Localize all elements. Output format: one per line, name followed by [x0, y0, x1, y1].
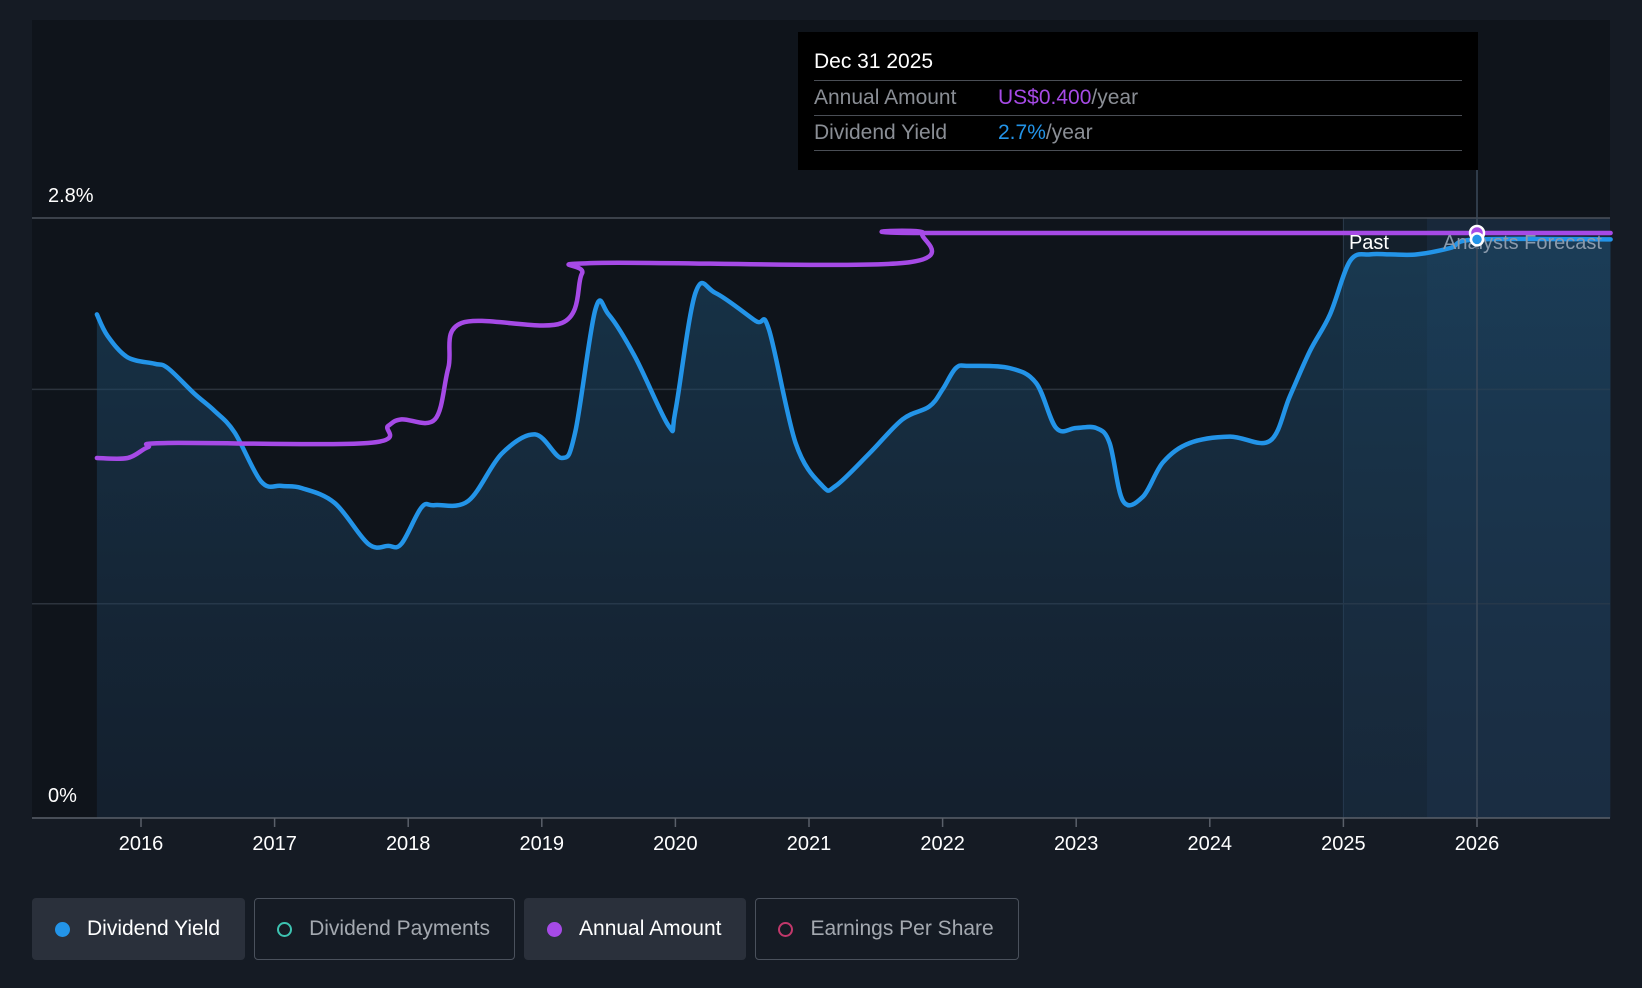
dividend-yield-area — [96, 238, 1611, 818]
legend-label: Earnings Per Share — [810, 917, 994, 940]
legend-dividend-yield[interactable]: Dividend Yield — [32, 898, 246, 960]
legend-label: Annual Amount — [579, 917, 722, 940]
tooltip-yield-value: 2.7% — [998, 121, 1046, 144]
tooltip-label: Annual Amount — [814, 86, 957, 109]
y-tick-label: 2.8% — [48, 185, 94, 207]
tooltip-date: Dec 31 2025 — [814, 46, 1462, 81]
tooltip-suffix: /year — [1091, 86, 1139, 109]
dividend-yield-line — [94, 236, 1613, 550]
tooltip-value: US$0.400/year — [998, 81, 1138, 115]
x-tick-label: 2020 — [653, 833, 698, 855]
analysts-forecast-label: Analysts Forecast — [1443, 232, 1602, 254]
chart-legend: Dividend Yield Dividend Payments Annual … — [32, 898, 1019, 960]
annual-amount-line — [94, 228, 1613, 462]
past-label: Past — [1349, 232, 1389, 254]
x-tick-label: 2022 — [920, 833, 965, 855]
legend-annual-amount[interactable]: Annual Amount — [524, 898, 747, 960]
x-tick-label: 2023 — [1054, 833, 1099, 855]
legend-earnings-per-share[interactable]: Earnings Per Share — [755, 898, 1019, 960]
legend-label: Dividend Yield — [87, 917, 221, 940]
legend-label: Dividend Payments — [309, 917, 491, 940]
legend-dot-icon — [778, 921, 794, 937]
legend-dot-icon — [55, 921, 70, 937]
x-tick-label: 2024 — [1188, 833, 1233, 855]
tooltip-value: 2.7%/year — [998, 116, 1093, 150]
tooltip-suffix: /year — [1045, 121, 1093, 144]
tooltip-row-dividend-yield: Dividend Yield 2.7%/year — [814, 116, 1462, 151]
x-tick-label: 2021 — [787, 833, 832, 855]
x-tick-label: 2019 — [520, 833, 565, 855]
legend-dividend-payments[interactable]: Dividend Payments — [254, 898, 516, 960]
x-tick-label: 2018 — [386, 833, 431, 855]
legend-dot-icon — [547, 921, 563, 937]
tooltip-amount-value: US$0.400 — [998, 86, 1092, 109]
x-tick-label: 2025 — [1321, 833, 1366, 855]
x-tick-label: 2017 — [252, 833, 297, 855]
legend-dot-icon — [277, 921, 293, 937]
tooltip-row-annual-amount: Annual Amount US$0.400/year — [814, 81, 1462, 116]
chart-tooltip: Dec 31 2025 Annual Amount US$0.400/year … — [798, 32, 1478, 170]
x-tick-label: 2016 — [119, 833, 164, 855]
x-tick-label: 2026 — [1455, 833, 1500, 855]
y-tick-label: 0% — [48, 785, 77, 807]
tooltip-label: Dividend Yield — [814, 121, 948, 144]
dividend-yield-marker — [1469, 232, 1485, 247]
